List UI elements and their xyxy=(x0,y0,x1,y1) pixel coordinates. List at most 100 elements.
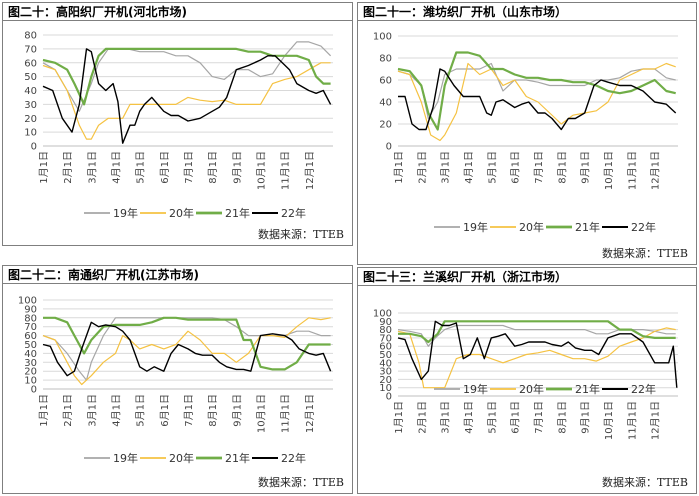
y-tick-label: 40 xyxy=(24,349,37,360)
y-tick-label: 10 xyxy=(24,128,37,139)
chart-title: 图二十：高阳织厂开机(河北市场) xyxy=(3,3,352,21)
series-line-21年 xyxy=(398,320,676,344)
y-tick-label: 20 xyxy=(379,375,392,386)
series-line-20年 xyxy=(397,327,676,389)
x-tick-label: 3月1日 xyxy=(440,401,452,434)
x-tick-label: 5月1日 xyxy=(135,151,147,184)
legend-label: 21年 xyxy=(575,220,600,234)
y-tick-label: 90 xyxy=(24,304,37,315)
y-tick-label: 100 xyxy=(373,32,392,43)
x-tick-label: 10月1日 xyxy=(603,151,615,190)
y-tick-label: 90 xyxy=(379,317,392,328)
chart-panel-nantong: 图二十二：南通织厂开机(江苏市场) 0 10 20 30 40 50 60 70 80 90 100… xyxy=(2,265,353,494)
series-line-22年 xyxy=(398,68,677,131)
legend-label: 22年 xyxy=(631,382,656,396)
legend-label: 21年 xyxy=(575,382,600,396)
y-tick-label: 100 xyxy=(18,296,37,307)
x-tick-label: 12月1日 xyxy=(650,151,662,190)
chart-title: 图二十二：南通织厂开机(江苏市场) xyxy=(3,266,352,284)
chart-title: 图二十三：兰溪织厂开机（浙江市场） xyxy=(358,268,696,286)
legend-label: 19年 xyxy=(113,206,138,220)
data-source-label: 数据来源：TTEB xyxy=(258,476,344,489)
x-tick-label: 4月1日 xyxy=(111,151,123,184)
data-source-label: 数据来源：TTEB xyxy=(258,228,344,241)
series-line-20年 xyxy=(397,62,676,142)
legend-label: 22年 xyxy=(281,451,306,465)
x-tick-label: 6月1日 xyxy=(159,151,171,184)
series-line-22年 xyxy=(397,320,678,388)
y-tick-label: 100 xyxy=(373,309,392,320)
y-tick-label: 20 xyxy=(379,120,392,131)
x-tick-label: 2月1日 xyxy=(416,401,428,434)
x-tick-label: 10月1日 xyxy=(256,394,268,433)
series-line-21年 xyxy=(43,316,331,371)
y-tick-label: 60 xyxy=(24,331,37,342)
y-tick-label: 50 xyxy=(24,340,37,351)
x-tick-label: 3月1日 xyxy=(86,394,98,427)
x-tick-label: 2月1日 xyxy=(416,151,428,184)
legend-label: 21年 xyxy=(225,451,250,465)
x-tick-label: 7月1日 xyxy=(183,151,195,184)
x-tick-label: 1月1日 xyxy=(393,151,405,184)
y-tick-label: 60 xyxy=(379,342,392,353)
y-tick-label: 10 xyxy=(379,383,392,394)
legend-label: 22年 xyxy=(631,220,656,234)
y-tick-label: 20 xyxy=(24,367,37,378)
legend-label: 19年 xyxy=(463,382,488,396)
data-source-label: 数据来源：TTEB xyxy=(602,247,688,260)
series-line-20年 xyxy=(42,62,331,140)
x-tick-label: 2月1日 xyxy=(62,151,74,184)
x-tick-label: 11月1日 xyxy=(280,394,292,433)
y-tick-label: 60 xyxy=(379,76,392,87)
x-tick-label: 8月1日 xyxy=(207,151,219,184)
y-tick-label: 80 xyxy=(379,54,392,65)
series-line-19年 xyxy=(42,41,332,112)
x-tick-label: 9月1日 xyxy=(231,394,243,427)
y-tick-label: 40 xyxy=(379,98,392,109)
y-tick-label: 10 xyxy=(24,376,37,387)
chart-panel-gaoyang: 图二十：高阳织厂开机(河北市场) 0 10 20 30 40 50 60 70 80 1月1日 2月… xyxy=(2,2,353,246)
chart-panel-lanxi: 图二十三：兰溪织厂开机（浙江市场） 0 10 20 30 40 50 60 70 80 90 100… xyxy=(357,267,697,494)
x-tick-label: 5月1日 xyxy=(135,394,147,427)
x-tick-label: 7月1日 xyxy=(533,151,545,184)
y-tick-label: 30 xyxy=(24,358,37,369)
x-tick-label: 12月1日 xyxy=(650,401,662,440)
chart-title: 图二十一：潍坊织厂开机（山东市场） xyxy=(358,3,696,21)
legend-label: 20年 xyxy=(169,451,194,465)
y-tick-label: 40 xyxy=(24,86,37,97)
legend-label: 19年 xyxy=(113,451,138,465)
x-tick-label: 11月1日 xyxy=(626,401,638,440)
x-tick-label: 5月1日 xyxy=(486,151,498,184)
y-tick-label: 0 xyxy=(31,385,37,396)
legend-label: 19年 xyxy=(463,220,488,234)
x-tick-label: 8月1日 xyxy=(556,401,568,434)
y-tick-label: 30 xyxy=(24,100,37,111)
x-tick-label: 5月1日 xyxy=(486,401,498,434)
data-source-label: 数据来源：TTEB xyxy=(602,476,688,489)
y-tick-label: 80 xyxy=(24,313,37,324)
y-tick-label: 0 xyxy=(386,392,392,403)
x-tick-label: 2月1日 xyxy=(62,394,74,427)
x-tick-label: 8月1日 xyxy=(207,394,219,427)
x-tick-label: 6月1日 xyxy=(510,151,522,184)
y-tick-label: 80 xyxy=(379,325,392,336)
line-chart-gaoyang: 0 10 20 30 40 50 60 70 80 1月1日 2月1日 3月1日 4月1日 5月1日 6月1… xyxy=(24,31,333,220)
legend-label: 20年 xyxy=(519,220,544,234)
series-line-21年 xyxy=(42,47,331,106)
x-tick-label: 4月1日 xyxy=(463,401,475,434)
y-tick-label: 20 xyxy=(24,114,37,125)
y-tick-label: 70 xyxy=(379,333,392,344)
y-tick-label: 0 xyxy=(31,142,37,153)
x-tick-label: 12月1日 xyxy=(304,394,316,433)
x-tick-label: 4月1日 xyxy=(463,151,475,184)
x-tick-label: 9月1日 xyxy=(580,151,592,184)
x-tick-label: 7月1日 xyxy=(533,401,545,434)
x-tick-label: 3月1日 xyxy=(86,151,98,184)
y-tick-label: 50 xyxy=(24,72,37,83)
x-tick-label: 6月1日 xyxy=(159,394,171,427)
legend-label: 20年 xyxy=(519,382,544,396)
legend-label: 22年 xyxy=(281,206,306,220)
legend-label: 21年 xyxy=(225,206,250,220)
x-tick-label: 9月1日 xyxy=(580,401,592,434)
